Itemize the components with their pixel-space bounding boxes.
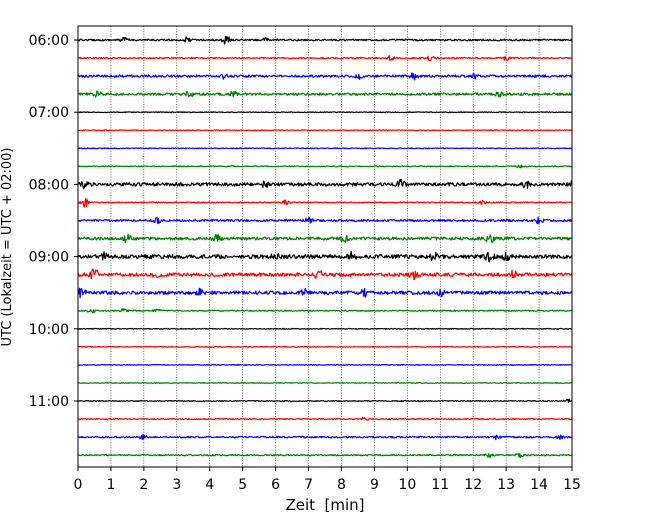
trace-0830 bbox=[77, 216, 573, 225]
x-tick-label-15: 15 bbox=[563, 477, 581, 493]
trace-1100 bbox=[77, 398, 573, 404]
trace-0945 bbox=[77, 308, 573, 314]
x-tick-label-2: 2 bbox=[139, 477, 148, 493]
y-axis-label: UTC (Lokalzeit = UTC + 02:00) bbox=[0, 148, 15, 347]
trace-0615 bbox=[77, 54, 573, 62]
trace-1045 bbox=[77, 381, 573, 384]
trace-0800 bbox=[77, 178, 573, 190]
x-tick-label-8: 8 bbox=[337, 477, 346, 493]
trace-1030 bbox=[77, 363, 573, 366]
x-tick-label-3: 3 bbox=[172, 477, 181, 493]
trace-0900 bbox=[77, 250, 573, 263]
x-tick-label-6: 6 bbox=[271, 477, 280, 493]
trace-0930 bbox=[77, 287, 573, 299]
y-tick-label-0600: 06:00 bbox=[29, 33, 69, 49]
x-axis-label: Zeit [min] bbox=[285, 496, 364, 514]
trace-0730 bbox=[77, 147, 573, 150]
x-tick-label-12: 12 bbox=[464, 477, 482, 493]
x-tick-label-5: 5 bbox=[238, 477, 247, 493]
trace-1130 bbox=[77, 434, 573, 441]
trace-0600 bbox=[77, 35, 573, 45]
x-tick-label-10: 10 bbox=[398, 477, 416, 493]
trace-1145 bbox=[77, 453, 573, 459]
trace-0845 bbox=[77, 233, 573, 244]
x-tick-label-11: 11 bbox=[431, 477, 449, 493]
trace-0715 bbox=[77, 129, 573, 132]
trace-0815 bbox=[77, 197, 573, 208]
y-tick-label-0700: 07:00 bbox=[29, 105, 69, 121]
trace-0630 bbox=[77, 72, 573, 81]
x-tick-label-9: 9 bbox=[370, 477, 379, 493]
trace-1000 bbox=[77, 327, 573, 330]
x-tick-label-0: 0 bbox=[74, 477, 83, 493]
x-tick-label-13: 13 bbox=[497, 477, 515, 493]
trace-1015 bbox=[77, 345, 573, 348]
x-tick-label-1: 1 bbox=[106, 477, 115, 493]
x-tick-label-7: 7 bbox=[304, 477, 313, 493]
x-axis-ticks: 0 1 2 3 4 5 6 7 8 9 10 11 12 13 14 15 bbox=[74, 467, 581, 493]
y-tick-label-0800: 08:00 bbox=[29, 177, 69, 193]
y-tick-label-0900: 09:00 bbox=[29, 250, 69, 266]
trace-0700 bbox=[77, 111, 573, 114]
y-axis-ticks: 06:00 07:00 08:00 09:00 10:00 11:00 bbox=[29, 33, 78, 410]
trace-0645 bbox=[77, 90, 573, 98]
seismic-traces bbox=[77, 35, 573, 459]
x-tick-label-14: 14 bbox=[530, 477, 548, 493]
trace-0915 bbox=[77, 268, 573, 281]
x-tick-label-4: 4 bbox=[205, 477, 214, 493]
y-tick-label-1100: 11:00 bbox=[29, 394, 69, 410]
vertical-grid bbox=[110, 26, 540, 467]
y-tick-label-1000: 10:00 bbox=[29, 322, 69, 338]
trace-0745 bbox=[77, 164, 573, 169]
trace-1115 bbox=[77, 416, 573, 421]
plot-frame bbox=[77, 25, 573, 468]
